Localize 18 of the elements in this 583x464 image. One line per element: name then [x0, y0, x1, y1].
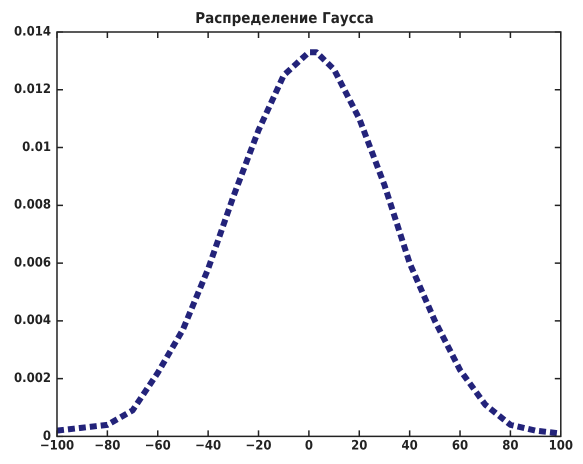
x-tick-label: 100 — [548, 438, 574, 454]
y-tick-label: 0.004 — [14, 313, 51, 328]
x-tick-label: 60 — [452, 438, 468, 454]
y-tick-label: 0.006 — [14, 255, 51, 270]
y-tick-label: 0.008 — [14, 198, 51, 213]
y-tick-label: 0.014 — [14, 24, 51, 40]
x-tick-label: 40 — [402, 438, 418, 454]
x-tick-label: 80 — [502, 438, 519, 454]
chart-title: Распределение Гаусса — [195, 8, 374, 27]
x-tick-label: −40 — [195, 438, 222, 454]
x-tick-label: −20 — [245, 438, 272, 454]
y-tick-label: 0.012 — [14, 82, 51, 98]
x-tick-label: −80 — [94, 438, 120, 454]
x-tick-label: 0 — [304, 438, 313, 454]
x-tick-label: −60 — [144, 438, 171, 454]
x-tick-label: 20 — [351, 438, 368, 454]
y-tick-label: 0.01 — [22, 140, 51, 155]
y-tick-label: 0.002 — [14, 371, 51, 386]
